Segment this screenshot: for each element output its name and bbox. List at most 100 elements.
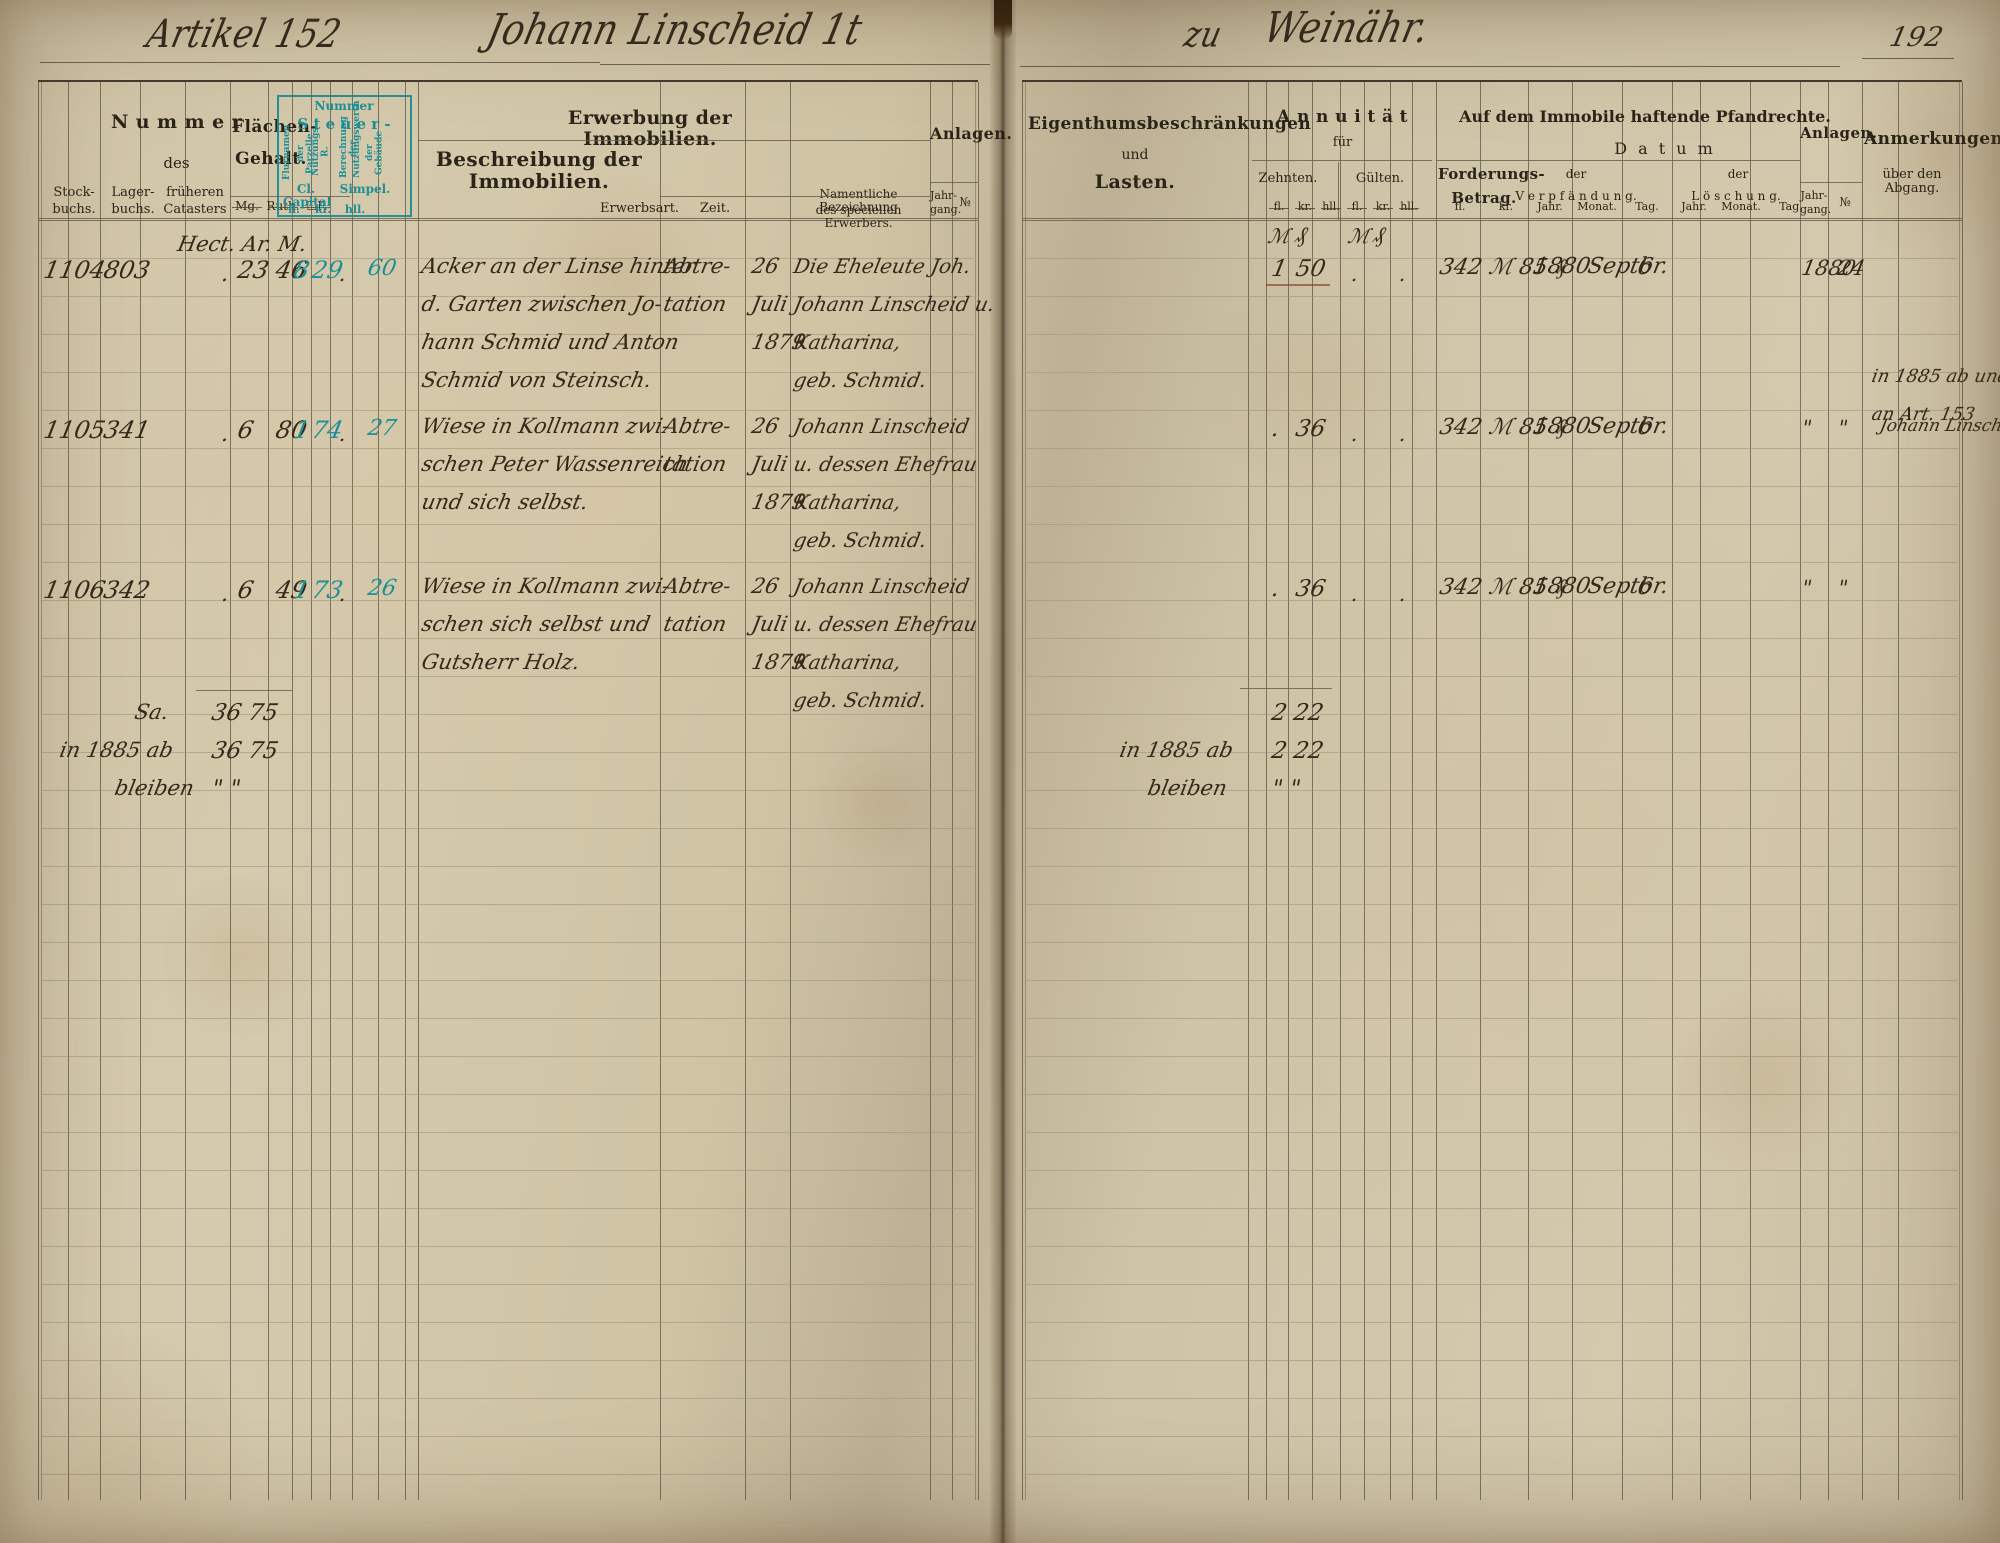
row-zeit-line: Juli bbox=[749, 452, 790, 476]
ruled-line bbox=[1026, 638, 1958, 639]
summary-label-right: in 1885 ab bbox=[1117, 738, 1236, 762]
header-annuitaet: A n n u i t ä t bbox=[1277, 107, 1408, 127]
row-guelten-mark: . bbox=[1349, 262, 1361, 286]
ruled-line bbox=[42, 638, 974, 639]
table-rule-vertical bbox=[975, 82, 976, 1500]
struck-unit bbox=[1347, 208, 1367, 209]
header-der-1: der bbox=[1565, 167, 1587, 181]
row-flaeche-a: 23 bbox=[235, 256, 272, 284]
header-unit-mg: Mg. bbox=[235, 199, 259, 213]
row-beschreibung-line: Acker an der Linse hinter bbox=[419, 254, 698, 278]
header-l-tag: Tag. bbox=[1779, 200, 1803, 213]
row-lagerbuch: 803 bbox=[101, 256, 153, 284]
header-annuitaet-unit: kr. bbox=[1375, 200, 1391, 213]
header-jahrgang2: gang. bbox=[930, 203, 962, 216]
row-erwerber-line: geb. Schmid. bbox=[791, 528, 929, 552]
table-rule-vertical bbox=[268, 82, 269, 1500]
table-rule-vertical bbox=[1862, 82, 1863, 1500]
header-l-jahr: Jahr. bbox=[1681, 200, 1707, 213]
table-rule-vertical bbox=[38, 82, 39, 1500]
table-rule-vertical bbox=[1312, 82, 1313, 1500]
header-lagerbuch2: buchs. bbox=[111, 202, 155, 217]
row-erwerber-line: geb. Schmid. bbox=[791, 368, 929, 392]
table-rule-vertical bbox=[1340, 82, 1341, 1500]
struck-unit bbox=[1269, 208, 1289, 209]
row-zehnten-mark: . bbox=[1269, 576, 1282, 602]
ruled-line bbox=[42, 296, 974, 297]
ruled-line bbox=[1026, 942, 1958, 943]
row-stockbuch: 1105 bbox=[41, 416, 108, 444]
header-und: und bbox=[1121, 147, 1149, 163]
row-stockbuch: 1104 bbox=[41, 256, 108, 284]
row-erwerber-line: Johann Linscheid bbox=[791, 414, 972, 438]
ruled-line bbox=[42, 258, 974, 259]
ruled-line bbox=[42, 600, 974, 601]
ruled-line bbox=[1026, 562, 1958, 563]
header-annuitaet-unit: hll. bbox=[1400, 200, 1418, 213]
ruled-line bbox=[1026, 600, 1958, 601]
row-flaeche-a: 6 bbox=[235, 416, 257, 444]
ruled-line bbox=[42, 1018, 974, 1019]
steuer-vertical-label: Flurnamen bbox=[282, 124, 292, 180]
ruled-line bbox=[42, 1170, 974, 1171]
table-rule-vertical bbox=[1528, 82, 1529, 1500]
book-spine-top bbox=[994, 0, 1012, 40]
table-rule-vertical bbox=[418, 82, 419, 1500]
header-jahrgang-right: Jahr- bbox=[1800, 189, 1828, 202]
table-rule-vertical bbox=[1572, 82, 1573, 1500]
header-loeschung: L ö s c h u n g. bbox=[1691, 189, 1781, 203]
row-zehnten-mark: . bbox=[1269, 416, 1282, 442]
ruled-line bbox=[1026, 1208, 1958, 1209]
ruled-line bbox=[1026, 866, 1958, 867]
ruled-line bbox=[42, 1474, 974, 1475]
table-rule-horizontal bbox=[1252, 160, 1432, 161]
table-rule-vertical bbox=[745, 82, 746, 1500]
steuer-stamp-box bbox=[277, 95, 412, 217]
table-rule-vertical bbox=[185, 82, 186, 1500]
summary-value: " " bbox=[209, 776, 244, 802]
row-vp-monat: Septbr. bbox=[1585, 414, 1671, 439]
row-beschreibung-line: d. Garten zwischen Jo- bbox=[419, 292, 665, 316]
ruled-line bbox=[1026, 1246, 1958, 1247]
currency-pf-2: ₰ bbox=[1371, 223, 1388, 248]
table-rule-vertical bbox=[140, 82, 141, 1500]
table-rule-horizontal bbox=[38, 218, 978, 219]
header-annuitaet-unit: kr. bbox=[1297, 200, 1313, 213]
header-fl: fl. bbox=[288, 203, 300, 216]
summary-value-right: " " bbox=[1269, 776, 1304, 802]
header-annuitaet-unit: hll. bbox=[1322, 200, 1340, 213]
ruled-line bbox=[1026, 410, 1958, 411]
row-guelten-pf: . bbox=[1397, 422, 1409, 446]
header-erwerbung: Erwerbung der Immobilien. bbox=[567, 107, 733, 150]
row-beschreibung-line: Gutsherr Holz. bbox=[419, 650, 582, 674]
table-rule-vertical bbox=[230, 82, 231, 1500]
header-ueber-abgang: über den Abgang. bbox=[1882, 167, 1942, 197]
ruled-line bbox=[1026, 296, 1958, 297]
ruled-line bbox=[1026, 258, 1958, 259]
summary-label: in 1885 ab bbox=[57, 738, 176, 762]
ruled-line bbox=[42, 1360, 974, 1361]
header-p-monat: Monat. bbox=[1577, 200, 1617, 213]
ruled-line bbox=[42, 1132, 974, 1133]
struck-unit bbox=[1373, 208, 1393, 209]
header-verpfaendung: V e r p f ä n d u n g. bbox=[1515, 189, 1637, 203]
table-rule-vertical bbox=[311, 82, 312, 1500]
header-cl-capital: Cl. Capital bbox=[283, 182, 332, 209]
ruled-line bbox=[1026, 904, 1958, 905]
header-namentliche2: des speciellen Erwerbers. bbox=[815, 203, 902, 230]
ruled-line bbox=[1026, 980, 1958, 981]
ruled-line bbox=[1026, 372, 1958, 373]
table-rule-vertical bbox=[1022, 82, 1023, 1500]
table-rule-horizontal bbox=[660, 140, 930, 141]
ruled-line bbox=[1026, 1474, 1958, 1475]
ruled-line bbox=[1026, 714, 1958, 715]
row-anlagen-jahr-right: " bbox=[1799, 576, 1815, 600]
header-nummer: N u m m e r bbox=[111, 111, 242, 133]
ruled-line bbox=[42, 486, 974, 487]
ruled-line bbox=[1026, 524, 1958, 525]
header-nummer-des: des bbox=[163, 154, 190, 172]
row-zeit-line: 26 bbox=[749, 254, 782, 278]
table-rule-horizontal bbox=[1800, 182, 1862, 183]
row-lagerbuch: 342 bbox=[101, 576, 153, 604]
folio-number: 192 bbox=[1886, 22, 1947, 53]
